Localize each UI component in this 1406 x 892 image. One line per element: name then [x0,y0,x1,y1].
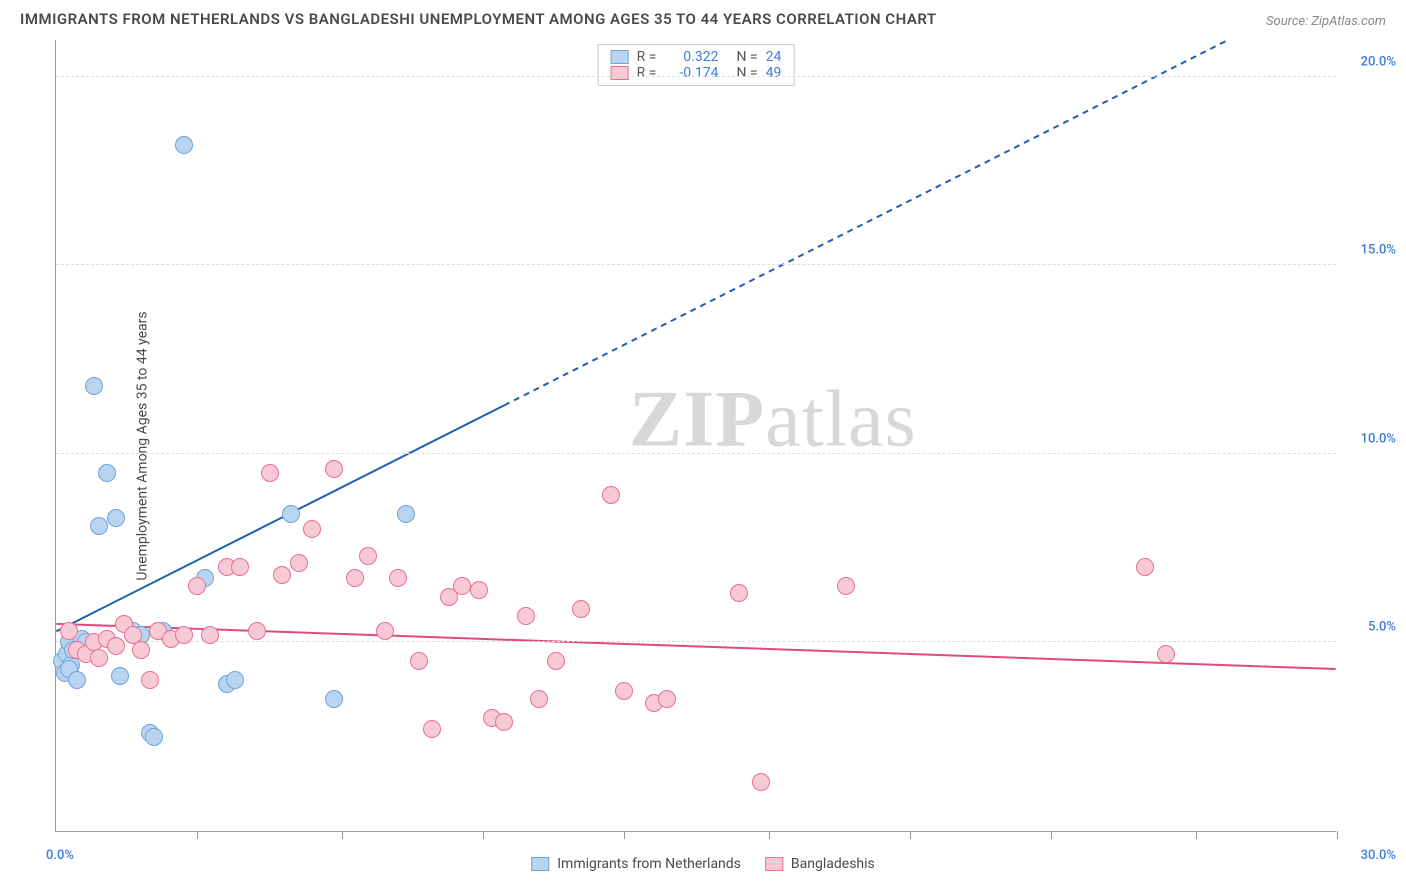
scatter-point [602,486,620,504]
correlation-legend: R = 0.322 N = 24 R = -0.174 N = 49 [598,44,795,86]
scatter-point [547,652,565,670]
legend-swatch [611,66,629,80]
scatter-point [107,637,125,655]
scatter-point [175,626,193,644]
x-tick [1051,831,1052,839]
scatter-point [325,690,343,708]
scatter-point [453,577,471,595]
scatter-point [530,690,548,708]
x-tick [624,831,625,839]
series-legend: Immigrants from Netherlands Bangladeshis [531,856,875,872]
regression-line [504,40,1250,405]
legend-swatch [765,857,783,871]
legend-swatch [531,857,549,871]
scatter-point [837,577,855,595]
x-tick [1196,831,1197,839]
y-tick-label: 5.0% [1368,620,1396,635]
scatter-point [423,720,441,738]
x-tick [197,831,198,839]
scatter-point [145,728,163,746]
n-label: N = [736,49,757,65]
scatter-point [60,622,78,640]
series-legend-label: Bangladeshis [791,856,875,872]
gridline-h [56,76,1336,77]
x-tick [769,831,770,839]
scatter-point [572,600,590,618]
scatter-point [231,558,249,576]
scatter-point [303,520,321,538]
scatter-point [346,569,364,587]
scatter-point [273,566,291,584]
scatter-point [68,671,86,689]
scatter-point [752,773,770,791]
series-legend-item: Immigrants from Netherlands [531,856,741,872]
scatter-point [410,652,428,670]
scatter-point [290,554,308,572]
series-legend-label: Immigrants from Netherlands [557,856,741,872]
scatter-point [188,577,206,595]
x-tick [910,831,911,839]
scatter-point [470,581,488,599]
chart-plot-area: ZIPatlas R =0.322N =24R =-0.174N =49 0.0… [55,40,1336,832]
scatter-point [282,505,300,523]
gridline-h [56,264,1336,265]
n-value: 24 [766,49,782,65]
scatter-point [201,626,219,644]
x-tick [483,831,484,839]
scatter-point [90,517,108,535]
scatter-point [495,713,513,731]
scatter-point [1157,645,1175,663]
x-axis-max-label: 30.0% [1361,848,1396,863]
y-tick-label: 10.0% [1361,431,1396,446]
scatter-point [389,569,407,587]
chart-title: IMMIGRANTS FROM NETHERLANDS VS BANGLADES… [20,10,937,28]
scatter-point [90,649,108,667]
scatter-point [248,622,266,640]
scatter-point [658,690,676,708]
legend-row: R = 0.322 N = 24 [611,49,782,65]
scatter-point [615,682,633,700]
y-tick-label: 15.0% [1361,243,1396,258]
scatter-point [1136,558,1154,576]
scatter-point [730,584,748,602]
n-label: N = [736,65,757,81]
scatter-point [261,464,279,482]
legend-swatch [611,50,629,64]
scatter-point [359,547,377,565]
regression-lines-layer [56,40,1336,831]
watermark: ZIPatlas [629,374,917,465]
x-tick [342,831,343,839]
r-value: 0.322 [664,49,718,65]
scatter-point [226,671,244,689]
scatter-point [132,641,150,659]
watermark-light: atlas [765,375,917,463]
r-label: R = [637,65,657,81]
scatter-point [397,505,415,523]
y-tick-label: 20.0% [1361,54,1396,69]
n-value: 49 [766,65,782,81]
series-legend-item: Bangladeshis [765,856,875,872]
r-label: R = [637,49,657,65]
scatter-point [517,607,535,625]
x-axis-min-label: 0.0% [46,848,74,863]
r-value: -0.174 [664,65,718,81]
scatter-point [175,136,193,154]
scatter-point [111,667,129,685]
source-attribution: Source: ZipAtlas.com [1266,14,1386,29]
scatter-point [325,460,343,478]
x-tick [1337,831,1338,839]
legend-row: R = -0.174 N = 49 [611,65,782,81]
watermark-bold: ZIP [629,375,765,463]
scatter-point [376,622,394,640]
scatter-point [141,671,159,689]
scatter-point [107,509,125,527]
gridline-h [56,453,1336,454]
scatter-point [98,464,116,482]
gridline-h [56,641,1336,642]
scatter-point [85,377,103,395]
